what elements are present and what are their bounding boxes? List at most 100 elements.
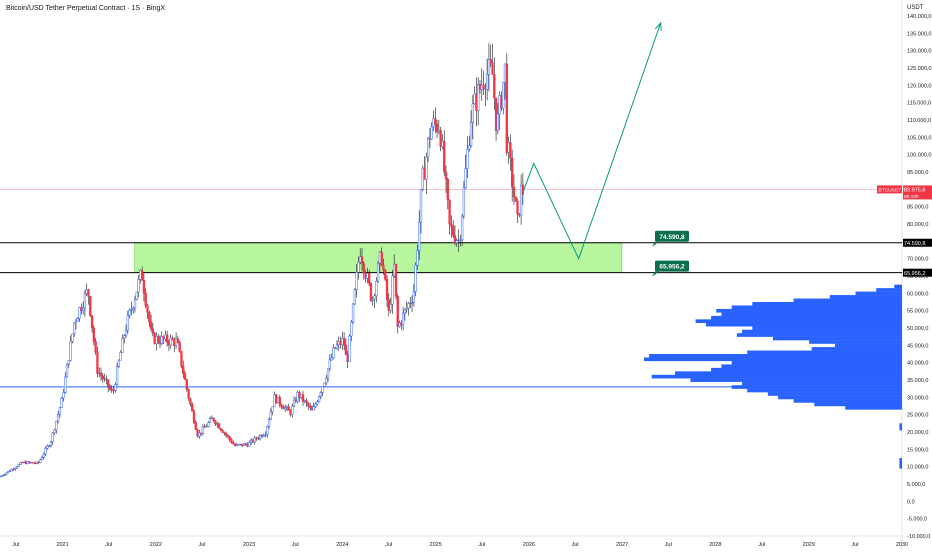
zone-top-callout: 74.590,8: [659, 234, 685, 241]
candle-body: [326, 368, 330, 379]
volume-profile: [644, 284, 902, 469]
candle-body: [464, 168, 467, 189]
candle-body: [151, 328, 154, 334]
candle-body: [221, 429, 224, 433]
y-tick-label: 95.000,0: [907, 170, 928, 176]
candle-body: [359, 256, 362, 263]
candle-body: [207, 422, 210, 427]
candle-body: [475, 93, 478, 112]
candle-body: [162, 336, 165, 340]
candle-body: [250, 439, 253, 443]
candle-body: [96, 351, 99, 374]
candle-body: [241, 443, 244, 447]
candle-body: [58, 407, 62, 415]
candle-body: [366, 273, 369, 279]
candle-body: [276, 396, 280, 403]
candle-body: [87, 289, 90, 297]
x-tick-label: Jul: [292, 542, 299, 548]
candle-body: [108, 386, 112, 390]
candle-body: [183, 373, 187, 380]
candle-body: [194, 422, 197, 430]
x-tick-label: 2026: [523, 542, 535, 548]
candle-body: [516, 201, 519, 214]
candle-body: [262, 435, 265, 437]
candle-body: [418, 221, 421, 251]
candle-body: [65, 363, 69, 378]
candle-body: [396, 296, 399, 327]
volume-profile-bar: [736, 333, 902, 337]
candle-body: [64, 376, 67, 393]
candle-body: [498, 95, 501, 115]
candle-body: [292, 399, 296, 407]
candle-body: [22, 461, 26, 463]
candle-body: [26, 461, 29, 465]
candle-body: [337, 341, 340, 346]
volume-profile-bar: [855, 291, 902, 296]
y-tick-label: 115.000,0: [907, 101, 931, 107]
candle-body: [496, 113, 500, 132]
candle-body: [491, 62, 494, 75]
candle-body: [369, 282, 373, 301]
candle-body: [67, 360, 70, 365]
candle-body: [219, 428, 222, 431]
candle-body: [391, 275, 394, 305]
candle-body: [335, 344, 339, 349]
x-tick-label: Jul: [758, 542, 765, 548]
candle-body: [382, 264, 385, 271]
candle-body: [192, 410, 196, 423]
candle-body: [83, 293, 87, 309]
y-tick-label: 45.000,0: [907, 343, 928, 349]
volume-profile-bar: [711, 367, 902, 372]
projection-arrowhead: [654, 21, 662, 31]
candle-body: [226, 434, 230, 437]
current-price-label: 89.975,8: [904, 188, 925, 194]
candle-body: [112, 390, 115, 392]
candle-body: [484, 88, 487, 90]
candle-body: [330, 357, 333, 361]
volume-profile-bar: [778, 395, 902, 400]
volume-profile-bar: [721, 364, 902, 369]
candle-body: [31, 462, 35, 464]
candle-body: [74, 320, 78, 324]
candle-body: [235, 444, 239, 447]
candle-body: [487, 59, 491, 75]
candle-body: [380, 251, 383, 266]
candle-body: [258, 435, 262, 439]
candle-body: [468, 145, 471, 150]
candle-body: [76, 318, 79, 322]
candle-body: [307, 402, 310, 407]
candle-body: [317, 396, 321, 402]
volume-profile-bar: [716, 308, 902, 313]
candle-body: [405, 307, 408, 310]
candle-body: [319, 392, 323, 397]
candle-body: [216, 423, 219, 425]
x-tick-label: 2028: [709, 542, 721, 548]
y-tick-label: 135.000,0: [907, 31, 931, 37]
candle-body: [316, 401, 319, 405]
candle-body: [142, 280, 146, 294]
candle-body: [124, 330, 128, 336]
x-tick-label: Jul: [105, 542, 112, 548]
candle-body: [416, 250, 419, 266]
candle-body: [394, 263, 398, 297]
x-tick-label: 2025: [430, 542, 442, 548]
x-tick-label: 2027: [616, 542, 628, 548]
candle-body: [49, 441, 53, 447]
volume-profile-bar: [651, 374, 902, 379]
zone-bottom-callout-box: [655, 260, 689, 272]
y-tick-label: 100.000,0: [907, 153, 931, 159]
volume-profile-bar: [731, 360, 902, 365]
candle-body: [300, 394, 303, 398]
candle-body: [19, 462, 22, 465]
candle-body: [6, 470, 10, 474]
volume-profile-bar: [767, 392, 902, 396]
candle-body: [455, 240, 458, 244]
candle-body: [346, 354, 349, 363]
candle-body: [73, 322, 76, 335]
candle-body: [160, 336, 163, 344]
candle-body: [494, 97, 498, 132]
candle-body: [176, 338, 180, 343]
volume-profile-bar: [649, 354, 902, 358]
